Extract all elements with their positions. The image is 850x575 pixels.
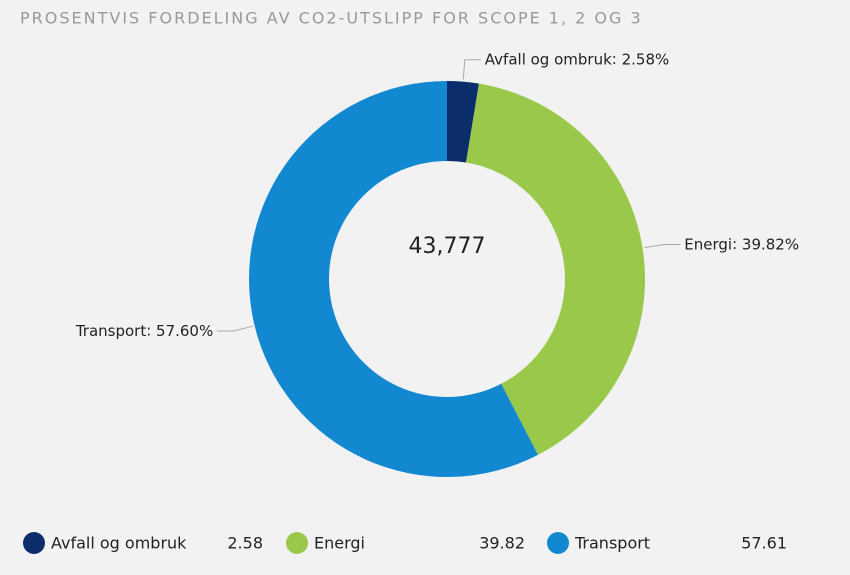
slice-name: Energi	[684, 235, 732, 253]
slice-value: 57.60%	[156, 322, 213, 340]
slice-label: Transport: 57.60%	[75, 322, 213, 340]
leader-line	[217, 325, 253, 332]
slice-value: 2.58%	[622, 50, 670, 68]
legend-value: 39.82	[479, 534, 525, 553]
legend-label: Transport	[574, 534, 650, 553]
slice-name: Avfall og ombruk	[485, 50, 612, 68]
slice-label: Energi: 39.82%	[684, 235, 799, 253]
leader-line	[462, 59, 481, 80]
slice-name: Transport	[75, 322, 147, 340]
legend-value: 2.58	[227, 534, 263, 553]
leader-line	[644, 243, 681, 249]
center-label: 43,777	[409, 234, 486, 259]
legend-marker	[23, 532, 45, 554]
slice	[249, 81, 538, 478]
slice	[447, 81, 479, 163]
chart-title: PROSENTVIS FORDELING AV CO2-UTSLIPP FOR …	[20, 9, 643, 28]
legend-value: 57.61	[741, 534, 787, 553]
slice-label: Avfall og ombruk: 2.58%	[485, 50, 669, 68]
legend-label: Energi	[314, 534, 365, 553]
legend-marker	[547, 532, 569, 554]
slice-value: 39.82%	[742, 235, 799, 253]
legend-marker	[286, 532, 308, 554]
legend-label: Avfall og ombruk	[51, 534, 187, 553]
slice	[466, 83, 645, 455]
